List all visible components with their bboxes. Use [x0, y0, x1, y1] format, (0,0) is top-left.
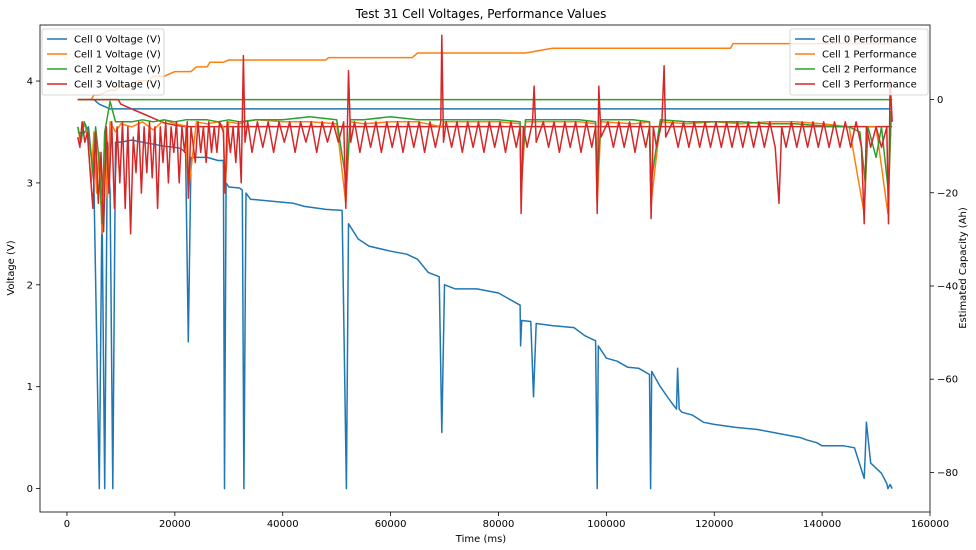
y-axis-right-label: Estimated Capacity (Ah)	[958, 207, 969, 329]
x-axis-label: Time (ms)	[455, 534, 507, 545]
y-right-tick-label: −60	[937, 375, 958, 386]
y-axis-left-label: Voltage (V)	[6, 240, 17, 295]
y-left-tick-label: 1	[27, 382, 33, 393]
legend-frame	[41, 28, 165, 96]
x-tick-label: 60000	[375, 519, 407, 530]
legend-entry: Cell 3 Performance	[822, 80, 917, 91]
x-tick-label: 100000	[587, 519, 625, 530]
x-tick-label: 140000	[803, 519, 841, 530]
voltage-line-3	[77, 34, 893, 235]
legend-entry: Cell 3 Voltage (V)	[74, 80, 161, 91]
x-tick-label: 0	[64, 519, 70, 530]
chart-title: Test 31 Cell Voltages, Performance Value…	[355, 7, 607, 21]
x-tick-label: 160000	[911, 519, 949, 530]
x-tick-label: 20000	[159, 519, 191, 530]
legend-performance: Cell 0 Performance Cell 1 Performance Cell…	[789, 28, 929, 96]
legend-entry: Cell 2 Voltage (V)	[74, 65, 161, 76]
x-tick-label: 80000	[483, 519, 515, 530]
legend-entry: Cell 2 Performance	[822, 65, 917, 76]
x-tick-label: 40000	[267, 519, 299, 530]
legend-entry: Cell 1 Voltage (V)	[74, 50, 161, 61]
voltage-line-0	[77, 126, 893, 490]
legend-entry: Cell 1 Performance	[822, 50, 917, 61]
y-left-tick-label: 3	[27, 178, 33, 189]
y-right-tick-label: 0	[937, 95, 943, 106]
x-tick-label: 120000	[695, 519, 733, 530]
y-right-tick-label: −20	[937, 188, 958, 199]
legend-entry: Cell 0 Performance	[822, 35, 917, 46]
y-right-tick-label: −80	[937, 468, 958, 479]
axes-layer: 0 20000 40000 60000 80000 100000 120000 140000 1…	[27, 77, 958, 530]
y-left-tick-label: 2	[27, 280, 33, 291]
y-left-tick-label: 0	[27, 484, 33, 495]
legend-entry: Cell 0 Voltage (V)	[74, 35, 161, 46]
plot-area	[39, 24, 931, 513]
legend-voltage: Cell 0 Voltage (V) Cell 1 Voltage (V) Cell…	[41, 28, 165, 96]
y-left-tick-label: 4	[27, 77, 33, 88]
y-right-tick-label: −40	[937, 281, 958, 292]
legend-frame	[789, 28, 929, 96]
